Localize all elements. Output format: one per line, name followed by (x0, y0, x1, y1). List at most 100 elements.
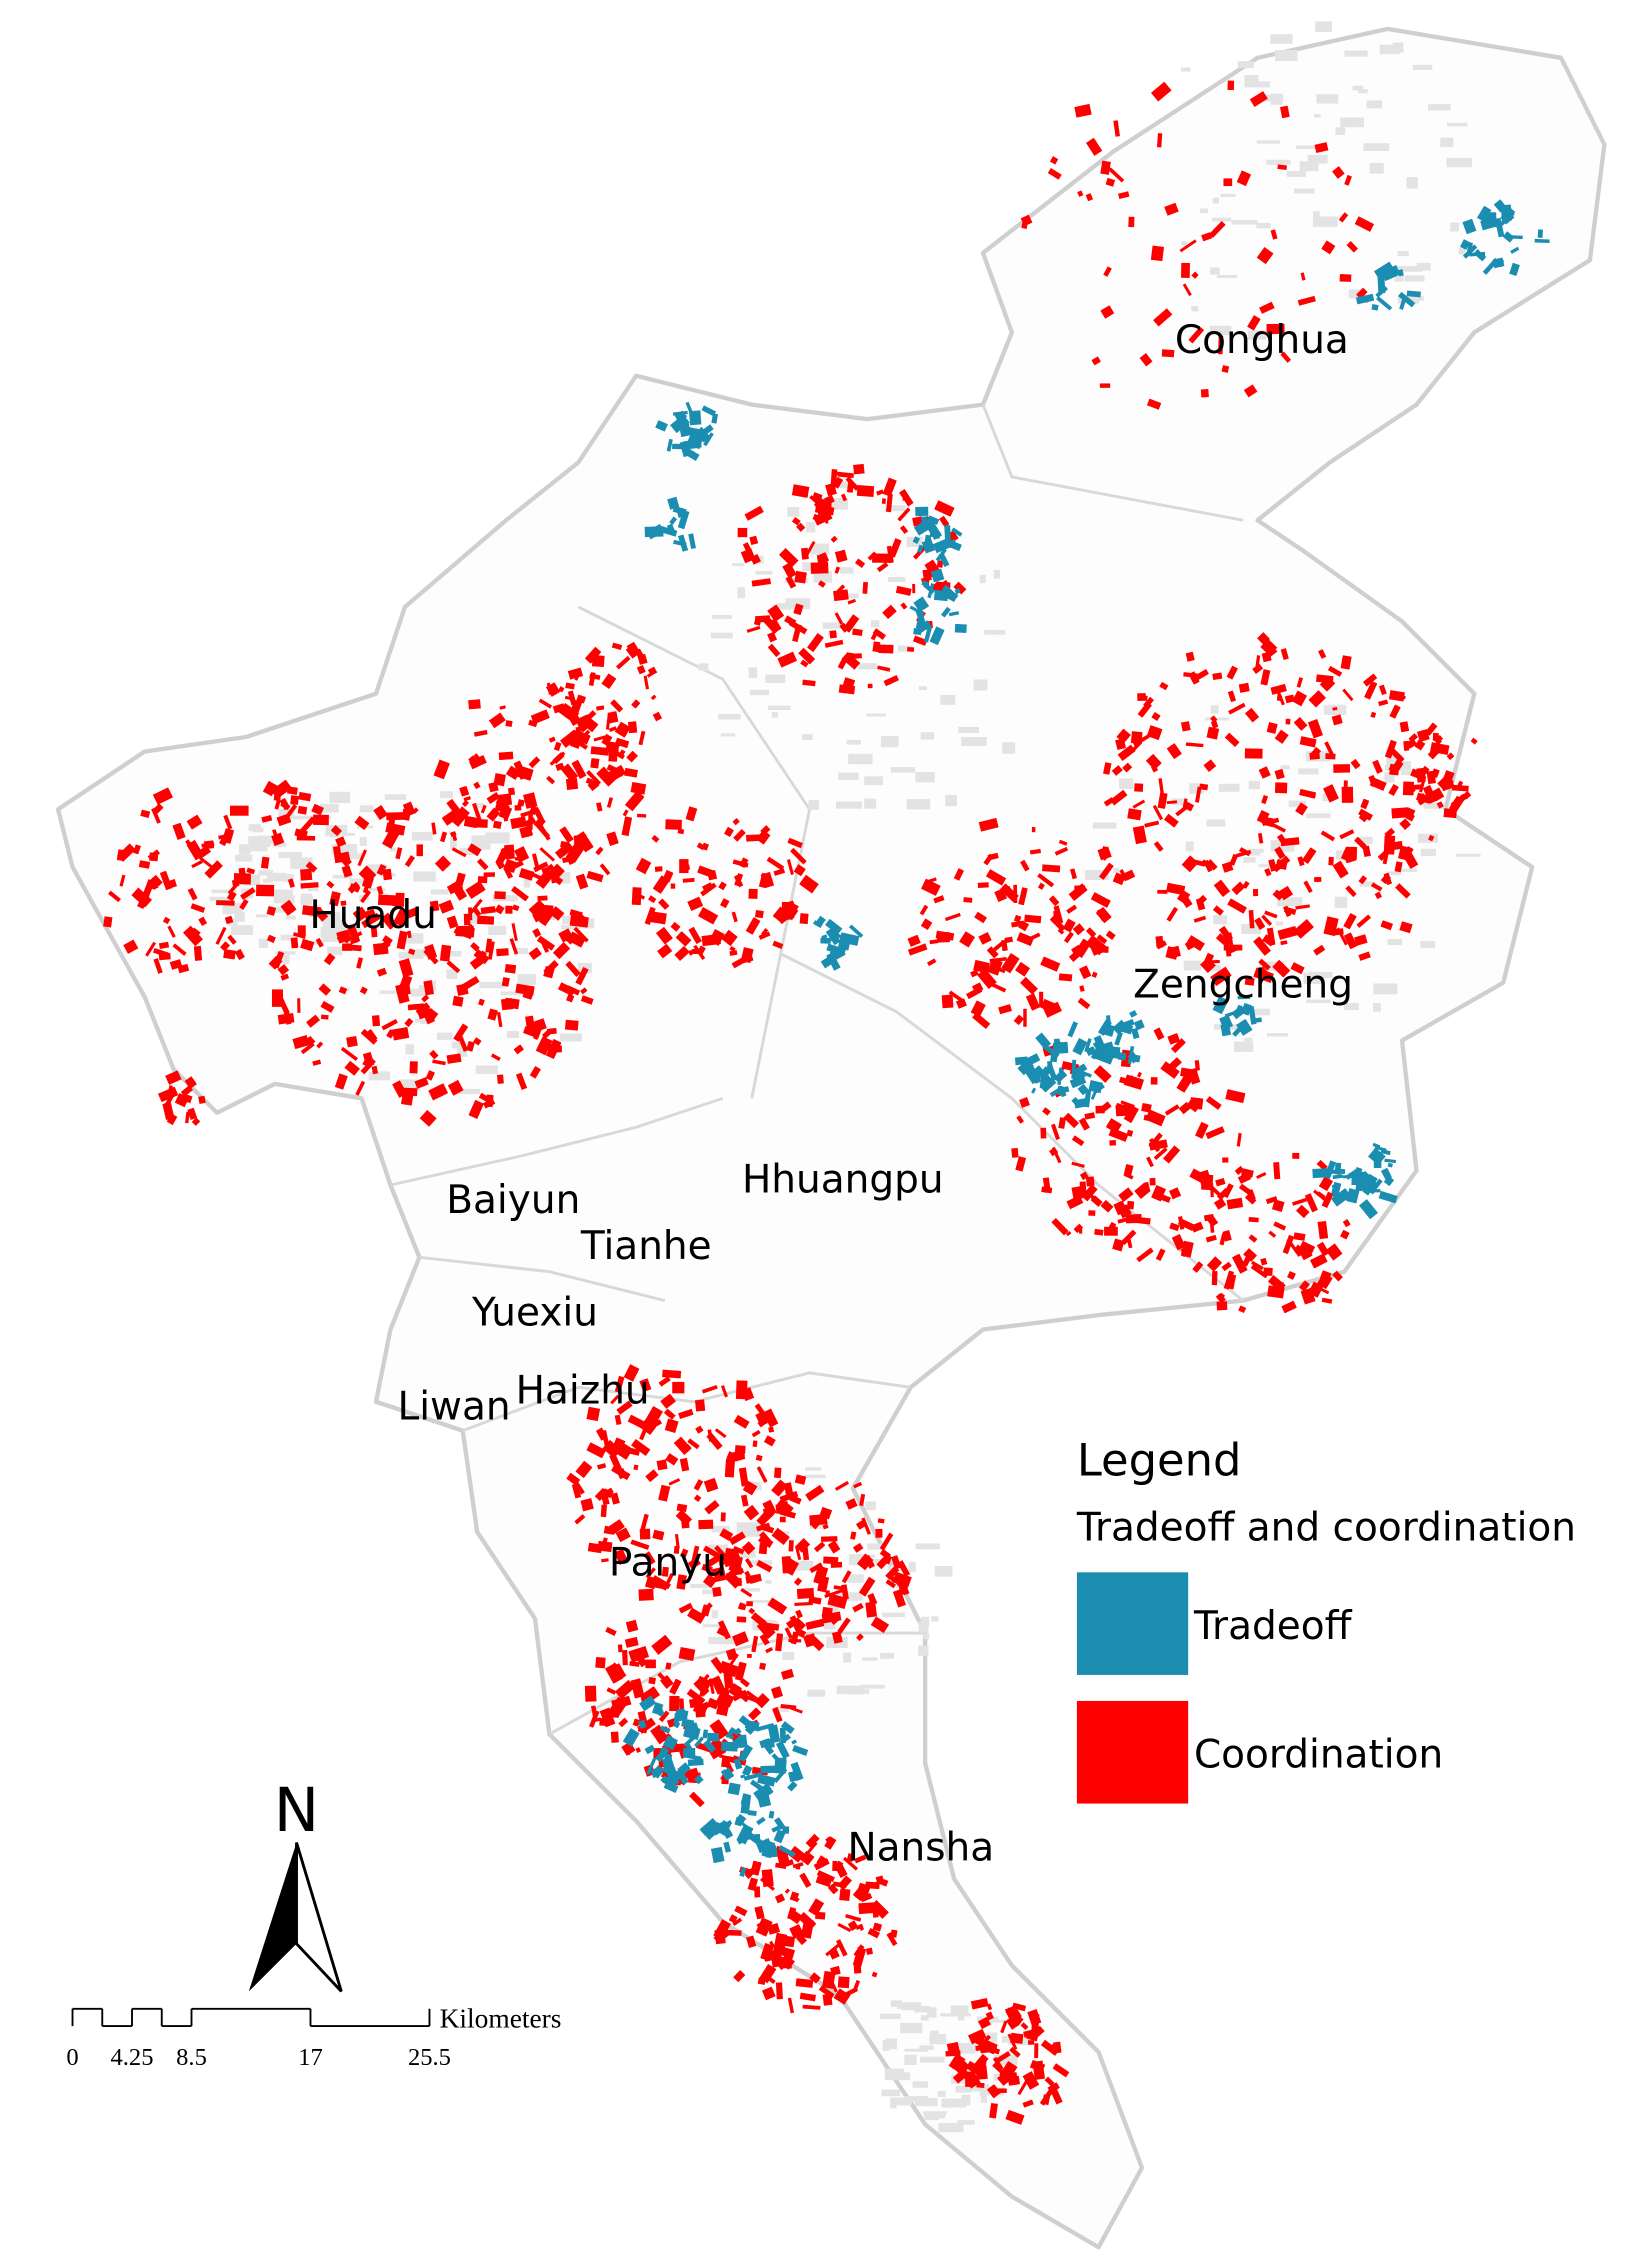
coordination-patch (538, 698, 553, 709)
coordination-patch (1037, 882, 1045, 890)
tradeoff-patch (723, 1841, 732, 1853)
coordination-patch (569, 915, 589, 928)
tradeoff-patch (743, 1772, 762, 1781)
coordination-patch (635, 1747, 642, 1754)
tradeoff-patch (942, 584, 959, 601)
coordination-patch (863, 1554, 876, 1569)
tradeoff-patch (1460, 239, 1471, 250)
coordination-patch (1058, 1117, 1067, 1129)
coordination-patch (203, 840, 215, 850)
coordination-patch (1360, 798, 1370, 810)
coordination-patch (1303, 880, 1313, 894)
land-patch (836, 1592, 861, 1601)
coordination-patch (1005, 2109, 1025, 2125)
land-patch (993, 2055, 1018, 2066)
coordination-patch (140, 809, 151, 819)
coordination-patch (1273, 1221, 1287, 1231)
land-patch (430, 889, 449, 895)
coordination-patch (1244, 748, 1263, 759)
coordination-patch (1186, 935, 1205, 952)
coordination-patch (602, 1439, 622, 1459)
land-patch (1267, 1033, 1289, 1037)
land-patch (1183, 960, 1202, 971)
coordination-patch (528, 756, 541, 769)
coordination-patch (423, 980, 435, 996)
coordination-patch (1274, 846, 1286, 860)
coordination-patch (1248, 1217, 1259, 1223)
coordination-patch (714, 1428, 727, 1439)
coordination-patch (809, 1514, 828, 1526)
coordination-patch (305, 861, 318, 873)
coordination-patch (1180, 894, 1193, 909)
coordination-patch (1299, 1240, 1316, 1254)
coordination-patch (965, 2071, 974, 2087)
land-patch (1231, 220, 1258, 225)
coordination-patch (573, 836, 580, 845)
coordination-patch (977, 2037, 998, 2055)
coordination-patch (907, 646, 915, 652)
coordination-patch (546, 682, 552, 695)
coordination-patch (1066, 1195, 1084, 1210)
coordination-patch (732, 818, 740, 826)
coordination-patch (612, 1437, 626, 1451)
coordination-patch (631, 887, 642, 906)
coordination-patch (876, 561, 889, 573)
coordination-patch (658, 1710, 670, 1723)
coordination-patch (470, 942, 480, 952)
coordination-patch (627, 1414, 646, 1429)
tradeoff-patch (1332, 1174, 1343, 1180)
coordination-patch (1085, 193, 1094, 202)
coordination-patch (1261, 914, 1273, 926)
land-patch (934, 1565, 953, 1577)
coordination-patch (756, 1466, 768, 1483)
coordination-patch (1378, 699, 1389, 707)
coordination-patch (1053, 2041, 1062, 2054)
coordination-patch (755, 1411, 768, 1427)
coordination-patch (404, 855, 416, 868)
tradeoff-patch (703, 432, 714, 447)
coordination-patch (691, 949, 699, 954)
coordination-patch (1054, 846, 1069, 856)
tradeoff-patch (677, 510, 690, 530)
coordination-patch (1328, 856, 1334, 866)
coordination-patch (1342, 688, 1354, 702)
tradeoff-patch (736, 1813, 747, 1823)
coordination-patch (636, 665, 646, 675)
coordination-patch (191, 1117, 201, 1126)
coordination-patch (565, 985, 581, 996)
coordination-patch (631, 1438, 651, 1456)
coordination-patch (1341, 786, 1354, 803)
land-patch (1404, 275, 1425, 282)
coordination-patch (614, 1548, 629, 1565)
tradeoff-patch (760, 1765, 778, 1774)
coordination-patch (1042, 1107, 1051, 1116)
coordination-patch (535, 1036, 553, 1056)
coordination-patch (1238, 682, 1250, 693)
coordination-patch (401, 1092, 414, 1106)
coordination-patch (477, 915, 495, 925)
coordination-patch (586, 1406, 601, 1422)
coordination-patch (1027, 2040, 1035, 2045)
coordination-patch (566, 1472, 581, 1486)
coordination-patch (395, 983, 410, 1004)
coordination-patch (608, 726, 617, 733)
coordination-patch (948, 2053, 966, 2072)
coordination-patch (361, 912, 381, 929)
land-patch (757, 555, 764, 564)
coordination-patch (350, 932, 356, 940)
tradeoff-patch (681, 1718, 695, 1729)
coordination-patch (827, 1540, 841, 1554)
tradeoff-patch (1380, 1149, 1391, 1156)
coordination-patch (986, 2084, 1001, 2099)
coordination-patch (777, 651, 798, 668)
coordination-patch (473, 729, 488, 737)
coordination-patch (1374, 891, 1383, 900)
coordination-patch (815, 1911, 826, 1920)
coordination-patch (543, 960, 559, 976)
coordination-patch (920, 918, 933, 931)
coordination-patch (1221, 365, 1230, 373)
coordination-patch (1139, 353, 1153, 367)
coordination-patch (277, 1012, 295, 1025)
coordination-patch (1392, 759, 1404, 771)
coordination-patch (933, 895, 945, 904)
